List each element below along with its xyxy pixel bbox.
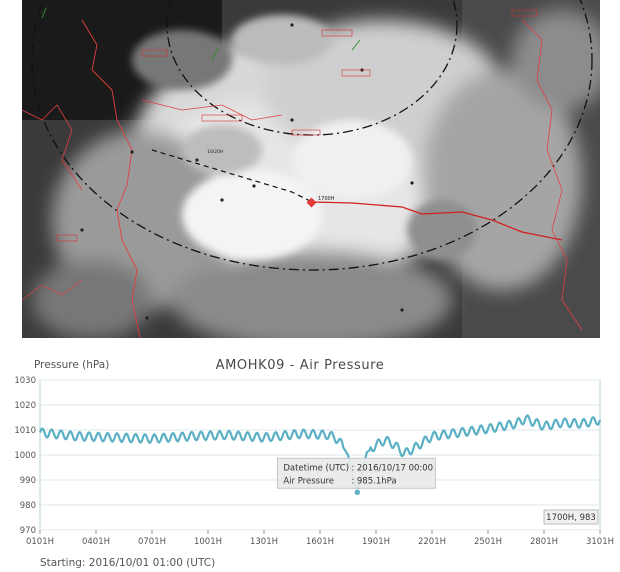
chart-footer: Starting: 2016/10/01 01:00 (UTC) (40, 557, 215, 569)
x-tick-label: 0701H (138, 537, 166, 547)
eye-time-label: 10/20H (207, 149, 223, 155)
x-tick-label: 2201H (418, 537, 446, 547)
x-tick-labels: 0101H 0401H 0701H 1001H 1301H 1601H 1901H 2201H… (26, 530, 614, 547)
data-tooltip: Datetime (UTC) : 2016/10/17 00:00 Air Pr… (276, 457, 436, 489)
satellite-image: 1700H 10/20H (22, 0, 600, 338)
x-tick-label: 2801H (530, 537, 558, 547)
x-tick-label: 0401H (82, 537, 110, 547)
tooltip-pressure-value: : 985.1hPa (351, 476, 396, 486)
y-tick-label: 1030 (14, 376, 36, 386)
cursor-readout: 1700H, 983 (546, 513, 596, 523)
y-tick-labels: 970 980 990 1000 1010 1020 1030 (14, 376, 36, 536)
cursor-readout-box (543, 509, 599, 525)
y-tick-label: 1010 (14, 426, 36, 436)
x-tick-label: 0101H (26, 537, 54, 547)
tooltip-datetime-value: : 2016/10/17 00:00 (351, 463, 433, 473)
grid (40, 379, 600, 531)
y-tick-label: 990 (20, 476, 36, 486)
tooltip-pressure-label: Air Pressure (283, 476, 334, 486)
x-tick-label: 2501H (474, 537, 502, 547)
series-line (38, 414, 602, 494)
x-tick-label: 3101H (586, 537, 614, 547)
y-tick-label: 970 (20, 526, 36, 536)
x-tick-label: 1301H (250, 537, 278, 547)
y-tick-label: 1020 (14, 401, 36, 411)
track-time-label: 1700H (318, 196, 335, 202)
chart-title: AMOHK09 - Air Pressure (216, 358, 385, 373)
chart-canvas: AMOHK09 - Air Pressure Pressure (hPa) 97… (14, 358, 614, 569)
x-tick-label: 1601H (306, 537, 334, 547)
hover-point[interactable] (353, 488, 362, 496)
x-tick-label: 1001H (194, 537, 222, 547)
air-pressure-chart: AMOHK09 - Air Pressure Pressure (hPa) 97… (0, 344, 620, 572)
tooltip-datetime-label: Datetime (UTC) (283, 463, 349, 473)
y-tick-label: 980 (20, 501, 36, 511)
y-tick-label: 1000 (14, 451, 36, 461)
x-tick-label: 1901H (362, 537, 390, 547)
y-axis-label: Pressure (hPa) (34, 359, 109, 371)
